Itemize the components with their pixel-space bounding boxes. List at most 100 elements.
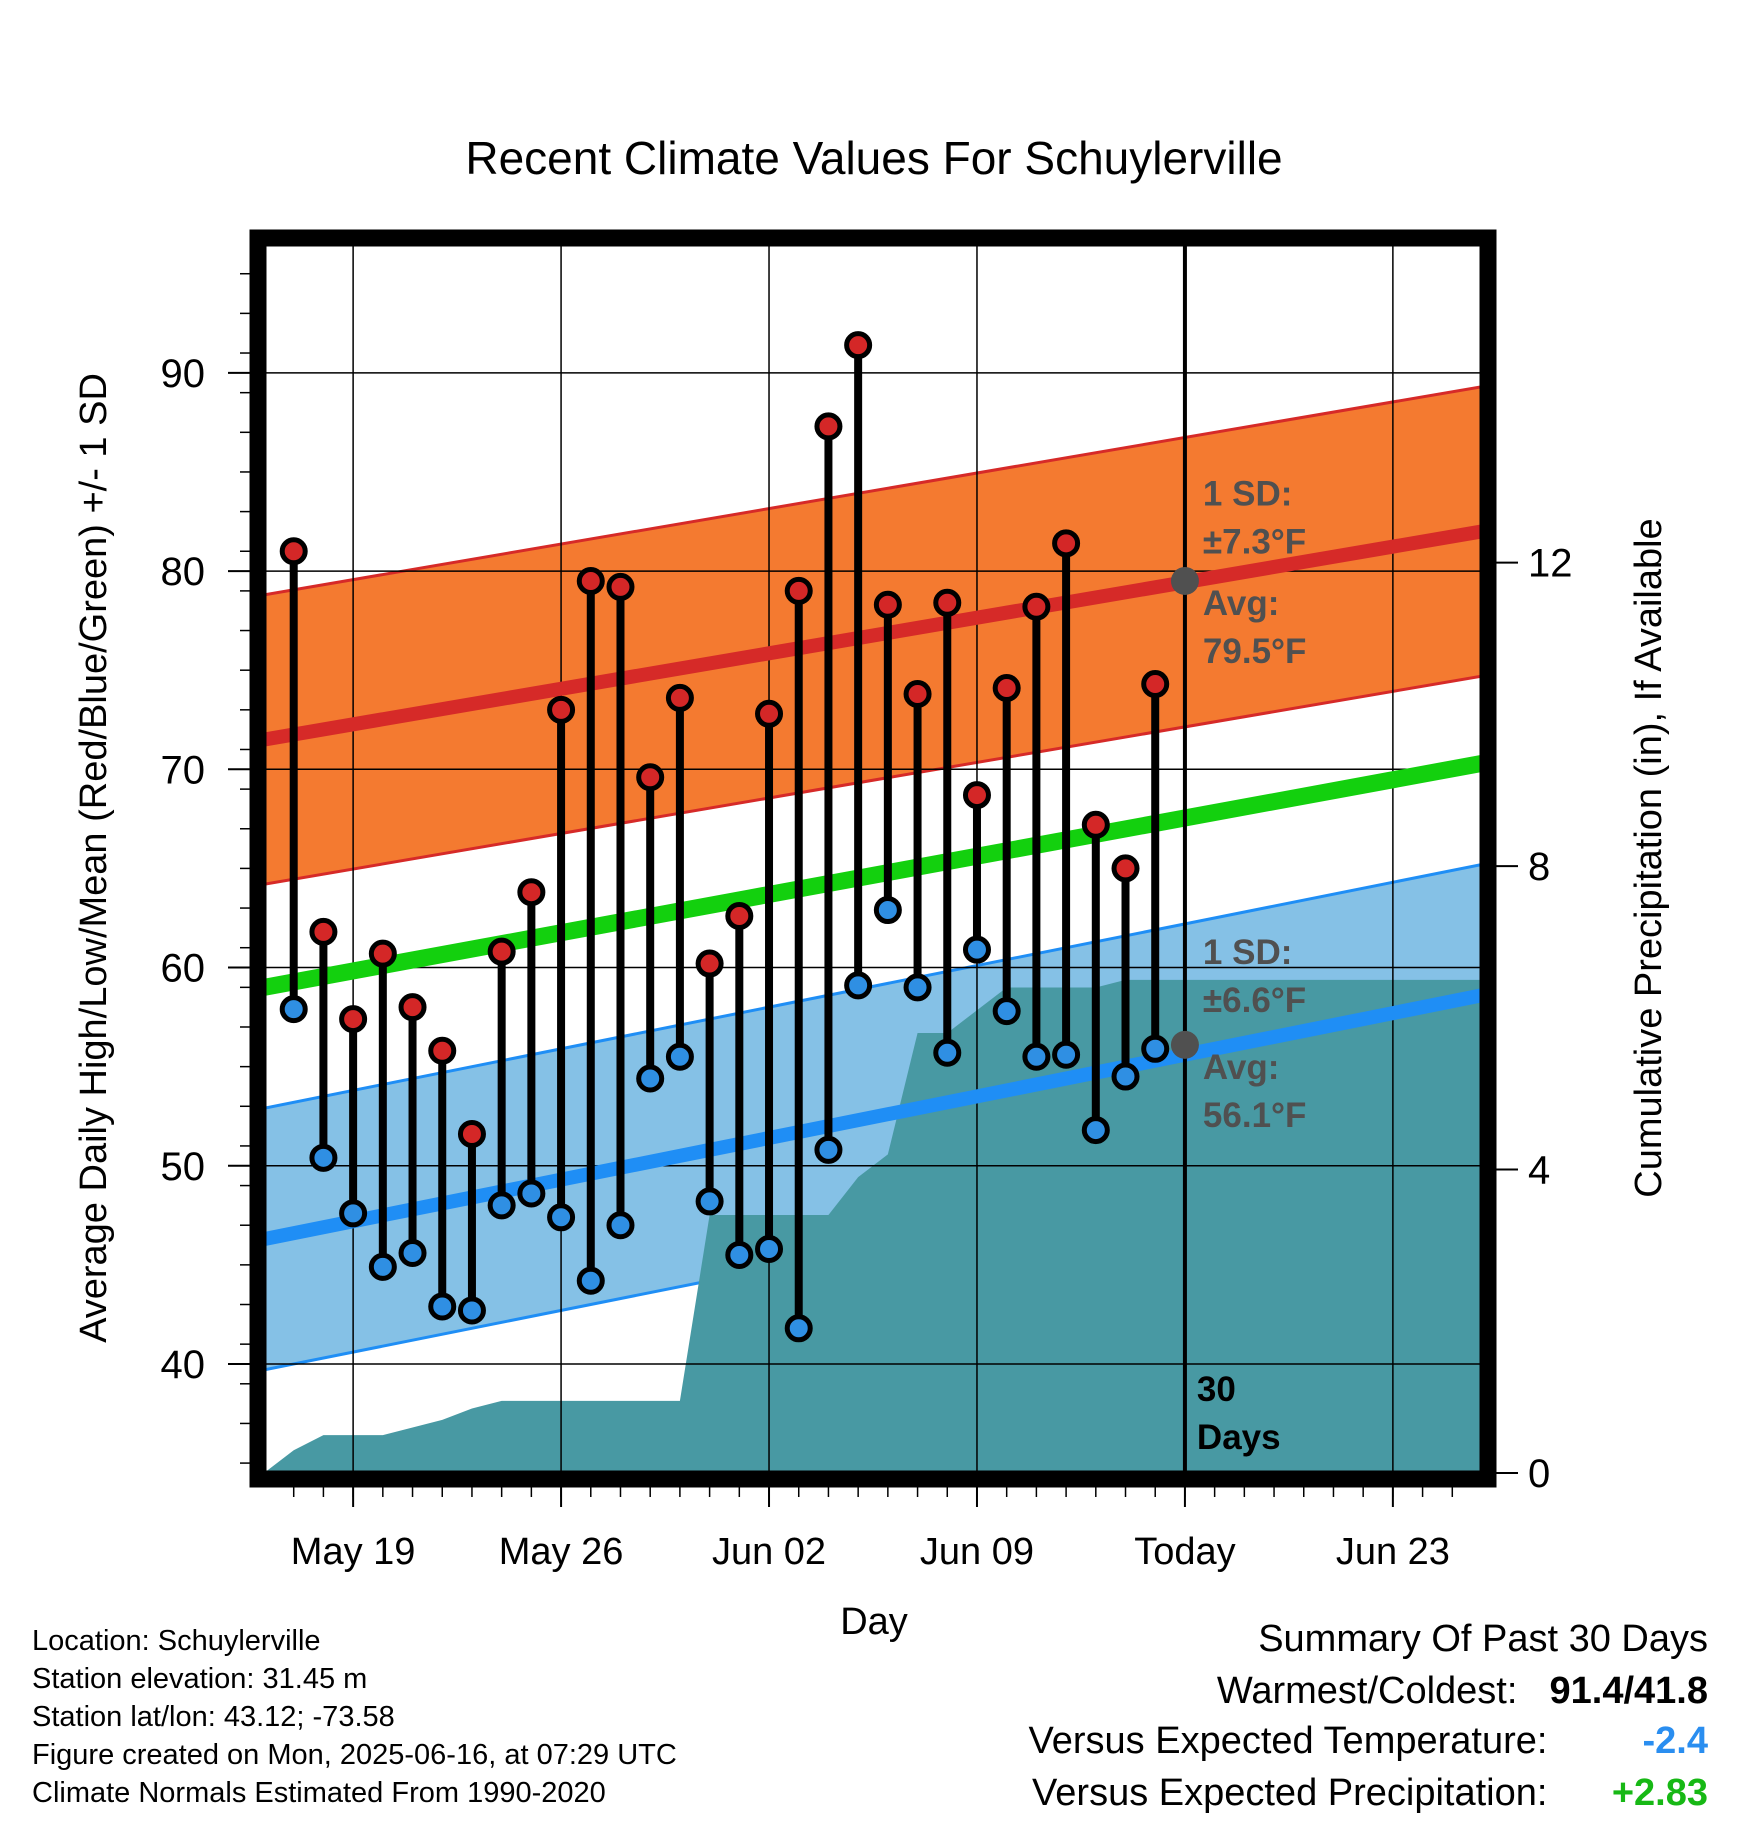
low-sd-label: 1 SD: xyxy=(1203,933,1292,972)
daily-high-point xyxy=(517,878,546,907)
daily-high-point xyxy=(636,763,665,792)
x-tick-label: May 26 xyxy=(499,1531,624,1573)
elevation-text: Station elevation: 31.45 m xyxy=(32,1663,368,1695)
daily-low-point xyxy=(606,1211,635,1240)
y2-axis-label: Cumulative Precipitation (in), If Availa… xyxy=(1628,518,1670,1197)
daily-low-point xyxy=(695,1187,724,1216)
daily-high-point xyxy=(784,576,813,605)
daily-low-point xyxy=(457,1296,486,1325)
x-tick-label: Jun 09 xyxy=(920,1531,1034,1573)
daily-high-point xyxy=(1141,670,1170,699)
high-band-upper-edge xyxy=(264,385,1482,597)
daily-high-point xyxy=(962,781,991,810)
summary-precip-row: Versus Expected Precipitation: +2.83 xyxy=(1032,1772,1708,1815)
daily-high-point xyxy=(725,901,754,930)
x-axis-label: Day xyxy=(840,1601,908,1643)
precip-diff-value: +2.83 xyxy=(1611,1772,1708,1814)
low-avg-label: Avg: xyxy=(1203,1048,1279,1087)
daily-low-point xyxy=(368,1252,397,1281)
station-info: Location: Schuylerville Station elevatio… xyxy=(32,1622,677,1812)
x-tick-label: Today xyxy=(1134,1531,1235,1573)
daily-high-point xyxy=(368,939,397,968)
y-tick-label: 40 xyxy=(161,1343,206,1387)
daily-low-point xyxy=(1141,1034,1170,1063)
low-band-upper-edge xyxy=(264,862,1482,1110)
daily-low-point xyxy=(814,1135,843,1164)
days-count-word: Days xyxy=(1197,1418,1281,1457)
daily-low-point xyxy=(636,1064,665,1093)
high-avg-label: Avg: xyxy=(1203,584,1279,623)
daily-high-point xyxy=(309,917,338,946)
y-tick-label: 90 xyxy=(161,352,206,396)
daily-high-point xyxy=(576,566,605,595)
high-sd-label: 1 SD: xyxy=(1203,475,1292,514)
low-avg-value: 56.1°F xyxy=(1203,1096,1307,1135)
daily-low-point xyxy=(428,1292,457,1321)
daily-low-point xyxy=(398,1238,427,1267)
daily-high-point xyxy=(1111,854,1140,883)
normal-mean-line xyxy=(264,754,1482,996)
daily-low-point xyxy=(279,995,308,1024)
daily-low-point xyxy=(933,1038,962,1067)
daily-low-point xyxy=(1052,1040,1081,1069)
daily-low-point xyxy=(844,971,873,1000)
daily-low-point xyxy=(962,935,991,964)
daily-high-point xyxy=(398,993,427,1022)
location-text: Location: Schuylerville xyxy=(32,1625,321,1657)
y-tick-label: 70 xyxy=(161,748,206,792)
daily-high-point xyxy=(814,412,843,441)
normals-text: Climate Normals Estimated From 1990-2020 xyxy=(32,1777,606,1809)
latlon-text: Station lat/lon: 43.12; -73.58 xyxy=(32,1701,395,1733)
y2-tick-label: 12 xyxy=(1528,542,1573,586)
daily-high-point xyxy=(606,572,635,601)
warmest-label: Warmest/Coldest: xyxy=(1216,1670,1518,1712)
summary-temp-row: Versus Expected Temperature: -2.4 xyxy=(1029,1720,1708,1763)
daily-low-point xyxy=(547,1203,576,1232)
y-tick-label: 60 xyxy=(161,947,206,991)
daily-low-point xyxy=(309,1143,338,1172)
daily-low-point xyxy=(339,1199,368,1228)
y-tick-label: 80 xyxy=(161,550,206,594)
y-axis-label: Average Daily High/Low/Mean (Red/Blue/Gr… xyxy=(73,373,115,1343)
temp-diff-value: -2.4 xyxy=(1642,1720,1708,1762)
created-text: Figure created on Mon, 2025-06-16, at 07… xyxy=(32,1739,677,1771)
today-avg-high-marker xyxy=(1170,566,1199,595)
precip-diff-label: Versus Expected Precipitation: xyxy=(1032,1772,1548,1814)
daily-low-point xyxy=(992,997,1021,1026)
daily-low-point xyxy=(755,1235,784,1264)
today-avg-low-marker xyxy=(1170,1030,1199,1059)
x-tick-label: Jun 02 xyxy=(712,1531,826,1573)
daily-low-point xyxy=(1022,1042,1051,1071)
daily-low-point xyxy=(487,1191,516,1220)
daily-high-point xyxy=(339,1005,368,1034)
daily-high-point xyxy=(992,674,1021,703)
daily-high-point xyxy=(873,590,902,619)
chart-title: Recent Climate Values For Schuylerville xyxy=(465,132,1282,184)
daily-high-point xyxy=(487,937,516,966)
daily-high-point xyxy=(547,695,576,724)
warmest-value: 91.4/41.8 xyxy=(1549,1670,1708,1712)
days-count-number: 30 xyxy=(1197,1370,1236,1409)
normal-low-line xyxy=(264,988,1482,1246)
normal-high-line xyxy=(264,524,1482,747)
daily-low-point xyxy=(1111,1062,1140,1091)
daily-high-point xyxy=(1052,529,1081,558)
high-avg-value: 79.5°F xyxy=(1203,632,1307,671)
temp-diff-label: Versus Expected Temperature: xyxy=(1028,1720,1548,1762)
low-sd-value: ±6.6°F xyxy=(1203,981,1306,1020)
summary-warmest-row: Warmest/Coldest: 91.4/41.8 xyxy=(1217,1670,1708,1713)
daily-low-point xyxy=(517,1179,546,1208)
daily-low-point xyxy=(1081,1116,1110,1145)
daily-high-point xyxy=(665,683,694,712)
x-tick-label: Jun 23 xyxy=(1336,1531,1450,1573)
precipitation-area xyxy=(264,979,1482,1473)
daily-low-point xyxy=(725,1240,754,1269)
y2-tick-label: 4 xyxy=(1528,1149,1550,1193)
daily-high-point xyxy=(844,331,873,360)
y-tick-label: 50 xyxy=(161,1145,206,1189)
high-band-lower-edge xyxy=(264,674,1482,886)
daily-high-point xyxy=(695,949,724,978)
daily-high-point xyxy=(903,679,932,708)
daily-low-point xyxy=(665,1042,694,1071)
